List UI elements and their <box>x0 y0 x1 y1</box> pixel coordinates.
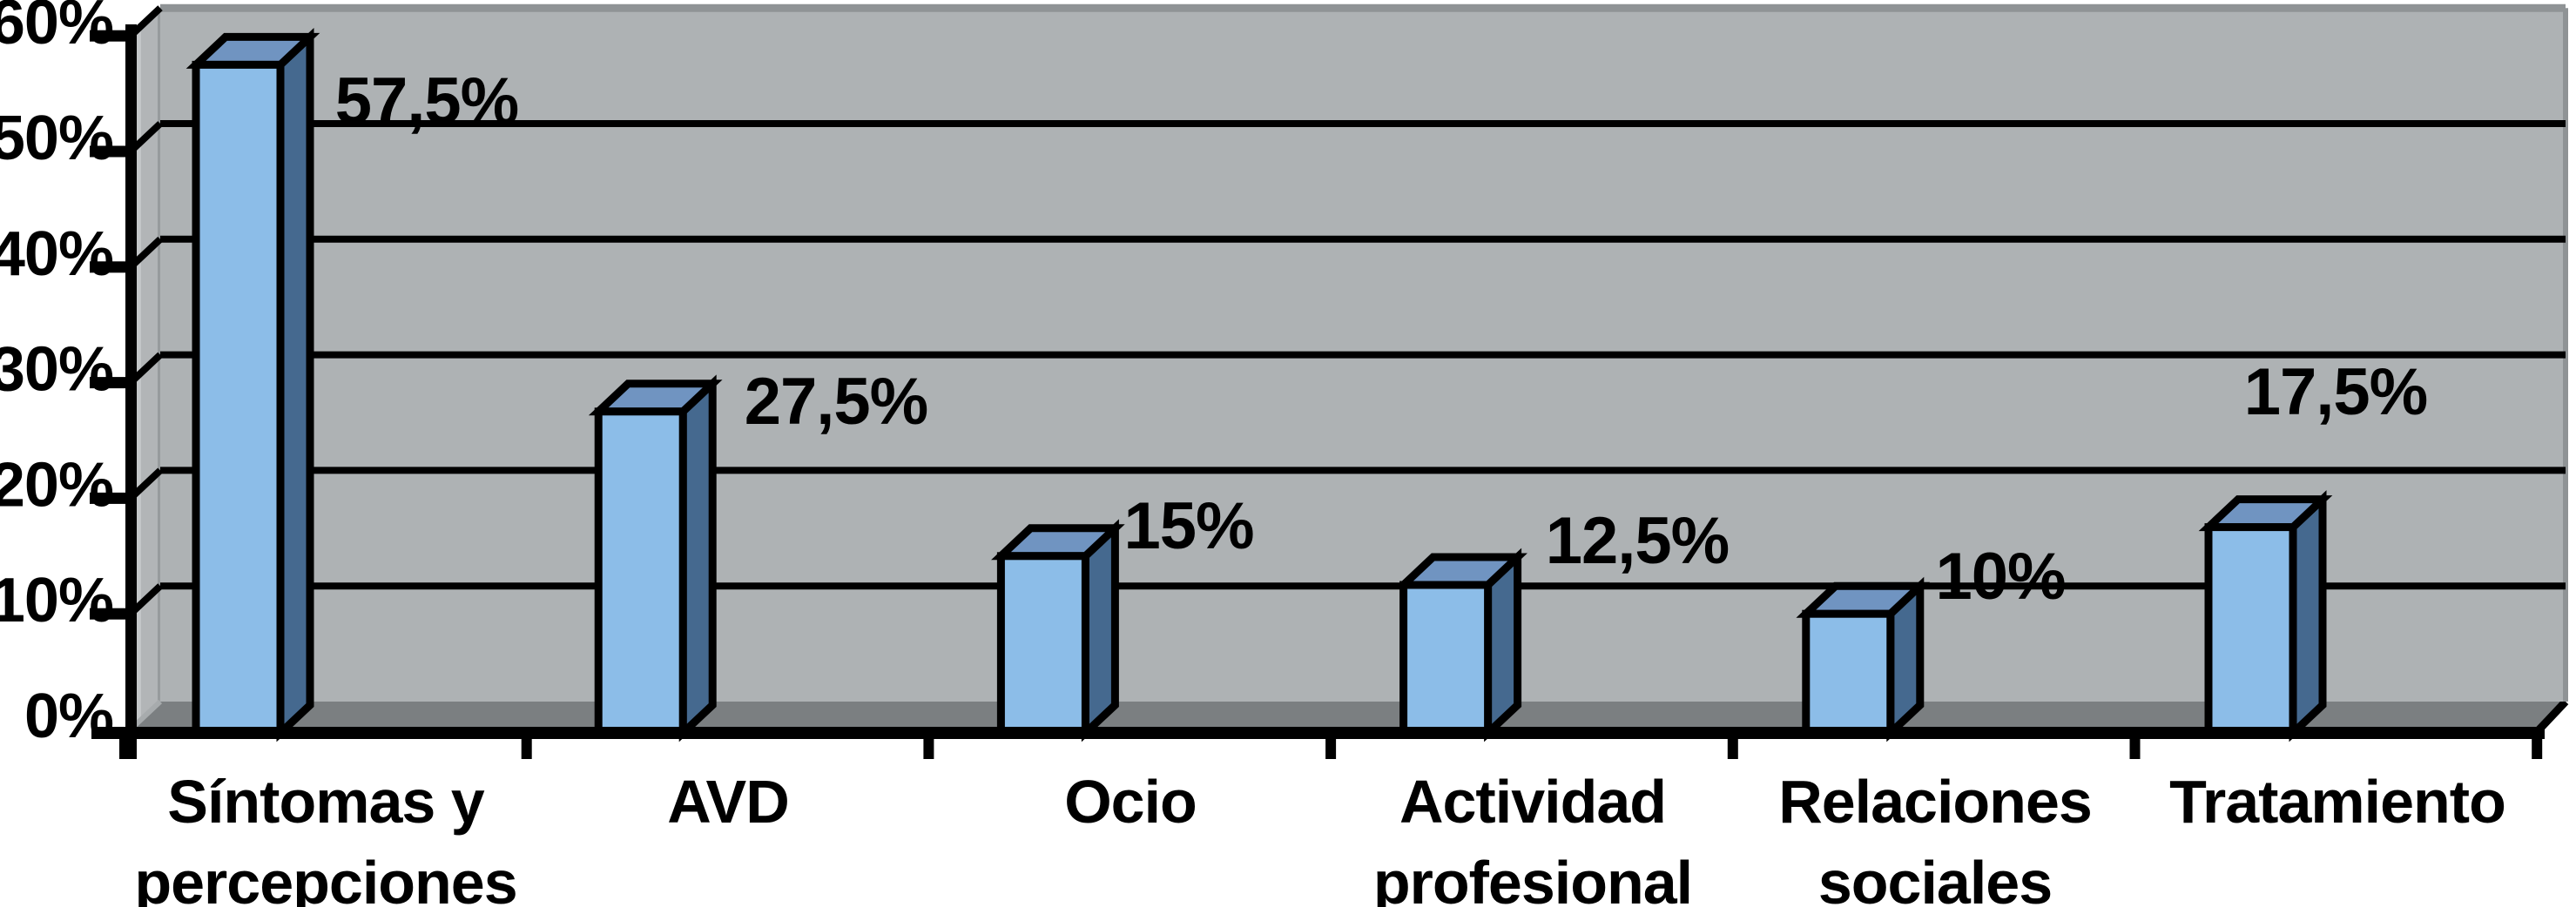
y-axis-tick-label: 40% <box>0 219 113 289</box>
bar-side-face <box>1081 519 1119 742</box>
bar-value-label: 10% <box>1935 540 2065 614</box>
y-axis-tick-label: 0% <box>24 682 113 751</box>
x-axis-category-label: Ocio <box>1064 768 1197 836</box>
x-axis-category-label: AVD <box>667 768 789 836</box>
y-axis-tick <box>90 145 129 158</box>
x-axis-line <box>91 727 2545 739</box>
y-axis-tick <box>90 377 129 389</box>
bar-front-face <box>1399 581 1493 737</box>
bar-value-label: 12,5% <box>1546 504 1730 578</box>
bar-value-label: 15% <box>1123 489 1253 563</box>
y-axis-tick-label: 30% <box>0 335 113 405</box>
bar-side-face <box>2289 490 2327 742</box>
bar-front-face <box>1802 609 1895 737</box>
y-axis-tick <box>90 608 129 620</box>
y-axis-tick-label: 10% <box>0 566 113 635</box>
bar-front-face <box>192 60 285 737</box>
y-axis-line <box>125 24 137 759</box>
y-axis-tick-label: 20% <box>0 450 113 520</box>
bar-column <box>588 374 723 742</box>
x-axis-category-label: percepciones <box>134 849 516 907</box>
bar-front-face <box>996 552 1089 737</box>
x-axis-category-label: Tratamiento <box>2169 768 2505 836</box>
x-axis-tick <box>923 733 934 759</box>
bar-front-face <box>594 407 687 737</box>
y-axis-tick-label: 50% <box>0 104 113 173</box>
x-axis-category-label: Actividad <box>1399 768 1666 836</box>
x-axis-category-label: profesional <box>1373 849 1692 907</box>
x-axis-category-label: Relaciones <box>1778 768 2092 836</box>
plot-floor <box>131 702 2566 732</box>
x-axis-tick <box>521 733 532 759</box>
x-axis-tick <box>2129 733 2141 759</box>
x-axis-category-label: Síntomas y <box>167 768 485 836</box>
bar-value-label: 57,5% <box>335 64 519 138</box>
y-axis-tick <box>90 30 129 42</box>
bar-column <box>1796 576 1931 742</box>
bar-side-face <box>276 27 314 742</box>
x-axis-tick <box>2532 733 2543 759</box>
bar-side-face <box>678 374 717 742</box>
bar-value-label: 17,5% <box>2244 355 2428 429</box>
bar-column <box>2198 490 2333 742</box>
y-axis-tick <box>90 261 129 273</box>
bar-column <box>991 519 1125 742</box>
x-axis-category-label: sociales <box>1818 849 2052 907</box>
x-axis-tick <box>1727 733 1738 759</box>
bar-front-face <box>2204 523 2297 737</box>
bar-column <box>1393 548 1527 742</box>
y-axis-tick <box>90 492 129 504</box>
bar-column <box>185 27 320 742</box>
y-axis-tick-label: 60% <box>0 0 113 57</box>
bar-value-label: 27,5% <box>745 365 928 439</box>
x-axis-tick <box>1325 733 1337 759</box>
x-axis-tick <box>119 733 130 759</box>
